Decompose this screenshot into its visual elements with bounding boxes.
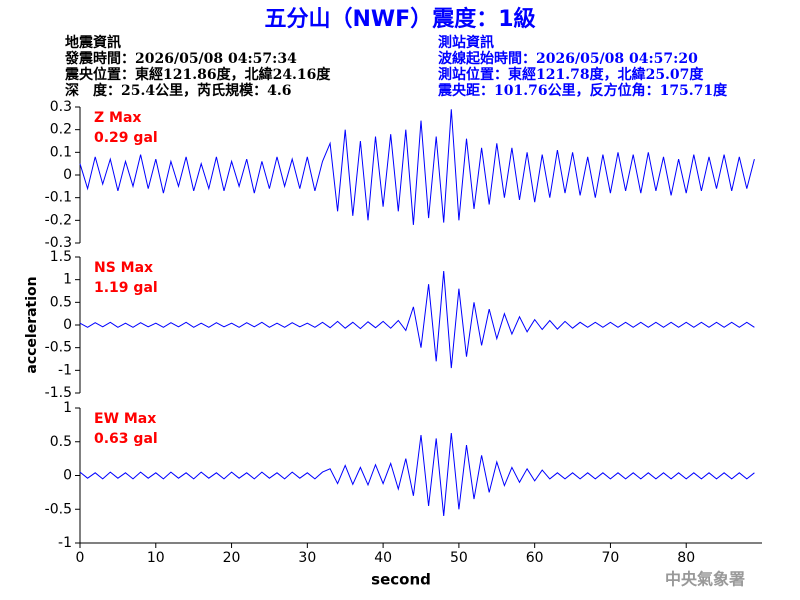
y-tick-label: -1 — [58, 535, 72, 551]
waveform — [79, 432, 755, 517]
x-tick-label: 10 — [147, 550, 165, 566]
watermark: 中央氣象署 — [665, 570, 745, 589]
station-info: 測站資訊 — [438, 34, 494, 51]
station-info: 測站位置：東經121.78度，北緯25.07度 — [438, 66, 704, 83]
y-axis-label: acceleration — [24, 276, 40, 373]
y-tick-label: 0 — [63, 167, 72, 183]
y-tick-label: 1 — [63, 272, 72, 288]
title: 五分山（NWF）震度：1級 — [264, 6, 535, 32]
x-tick-label: 20 — [223, 550, 241, 566]
component-label: Z Max — [94, 110, 141, 126]
y-tick-label: 0.1 — [50, 144, 72, 160]
event-info: 地震資訊 — [65, 34, 121, 51]
max-label: 0.29 gal — [94, 130, 158, 146]
x-axis-label: second — [371, 571, 431, 589]
x-tick-label: 70 — [602, 550, 620, 566]
y-tick-label: 0 — [63, 468, 72, 484]
waveform — [79, 109, 755, 225]
y-tick-label: 1 — [63, 400, 72, 416]
y-tick-label: 1.5 — [50, 249, 72, 265]
y-tick-label: 0.3 — [50, 99, 72, 115]
event-info: 發震時間：2026/05/08 04:57:34 — [64, 50, 297, 67]
x-tick-label: 40 — [374, 550, 392, 566]
x-tick-label: 30 — [298, 550, 316, 566]
station-info: 震央距：101.76公里，反方位角：175.71度 — [437, 82, 728, 99]
y-tick-label: -0.5 — [45, 340, 72, 356]
y-tick-label: 0.5 — [50, 434, 72, 450]
y-tick-label: -0.5 — [45, 501, 72, 517]
component-label: EW Max — [94, 411, 156, 427]
component-label: NS Max — [94, 260, 153, 276]
waveform — [79, 271, 755, 369]
max-label: 1.19 gal — [94, 280, 158, 296]
event-info: 深 度：25.4公里，芮氏規模：4.6 — [65, 82, 291, 99]
y-tick-label: -1.5 — [45, 385, 72, 401]
max-label: 0.63 gal — [94, 431, 158, 447]
y-tick-label: -1 — [58, 362, 72, 378]
x-tick-label: 0 — [76, 550, 85, 566]
event-info: 震央位置：東經121.86度，北緯24.16度 — [64, 66, 331, 83]
x-tick-label: 50 — [450, 550, 468, 566]
x-tick-label: 60 — [526, 550, 544, 566]
y-tick-label: -0.1 — [45, 190, 72, 206]
x-tick-label: 80 — [677, 550, 695, 566]
y-tick-label: 0 — [63, 317, 72, 333]
y-tick-label: 0.5 — [50, 294, 72, 310]
y-tick-label: -0.2 — [45, 212, 72, 228]
y-tick-label: -0.3 — [45, 235, 72, 251]
station-info: 波線起始時間：2026/05/08 04:57:20 — [438, 50, 698, 67]
y-tick-label: 0.2 — [50, 122, 72, 138]
